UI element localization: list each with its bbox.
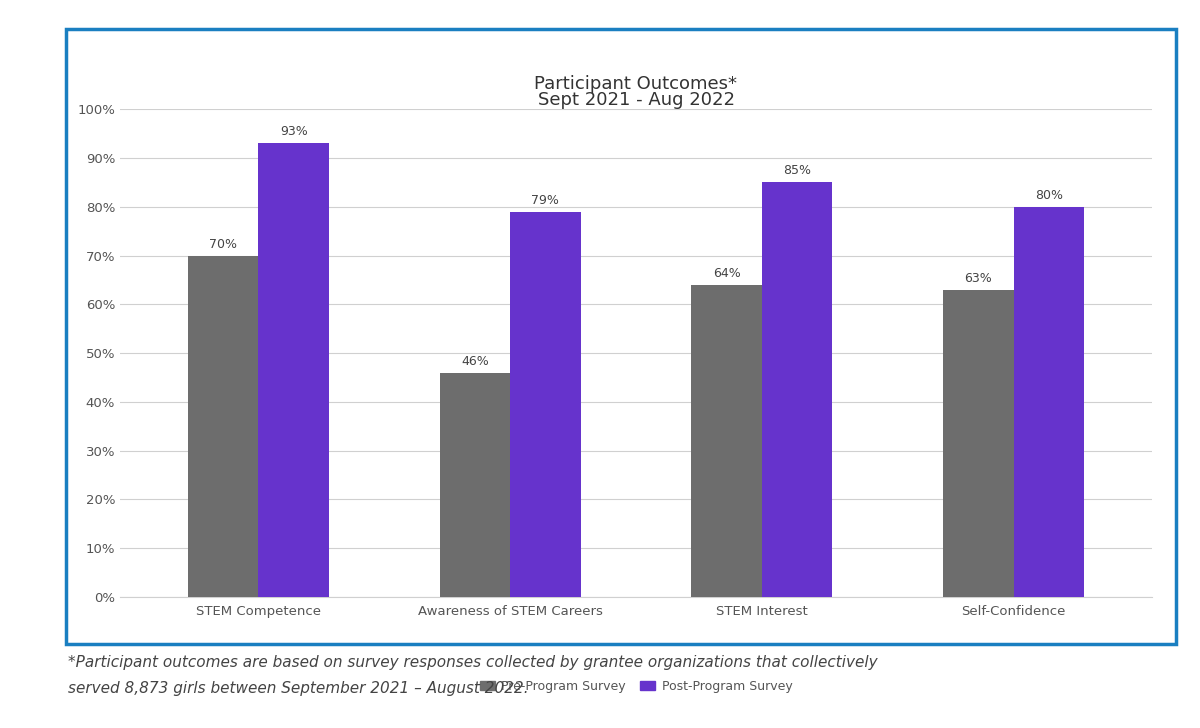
- Text: 46%: 46%: [461, 355, 488, 368]
- Text: Participant Outcomes*: Participant Outcomes*: [534, 75, 738, 92]
- Text: Sept 2021 - Aug 2022: Sept 2021 - Aug 2022: [538, 92, 734, 109]
- Text: 80%: 80%: [1034, 189, 1063, 202]
- Bar: [510, 212, 581, 597]
- Bar: [188, 256, 258, 597]
- Bar: [943, 290, 1014, 597]
- Text: 63%: 63%: [965, 272, 992, 285]
- Text: 64%: 64%: [713, 267, 740, 280]
- Bar: [439, 373, 510, 597]
- Text: served 8,873 girls between September 2021 – August 2022.: served 8,873 girls between September 202…: [68, 681, 529, 696]
- Legend: Pre-Program Survey, Post-Program Survey: Pre-Program Survey, Post-Program Survey: [474, 675, 798, 698]
- Bar: [691, 285, 762, 597]
- Text: *Participant outcomes are based on survey responses collected by grantee organiz: *Participant outcomes are based on surve…: [68, 655, 878, 670]
- Bar: [762, 182, 833, 597]
- Text: 85%: 85%: [784, 165, 811, 178]
- Text: 93%: 93%: [280, 125, 307, 138]
- Bar: [1014, 207, 1084, 597]
- Text: 79%: 79%: [532, 194, 559, 207]
- Text: 70%: 70%: [209, 237, 238, 250]
- Bar: [258, 143, 329, 597]
